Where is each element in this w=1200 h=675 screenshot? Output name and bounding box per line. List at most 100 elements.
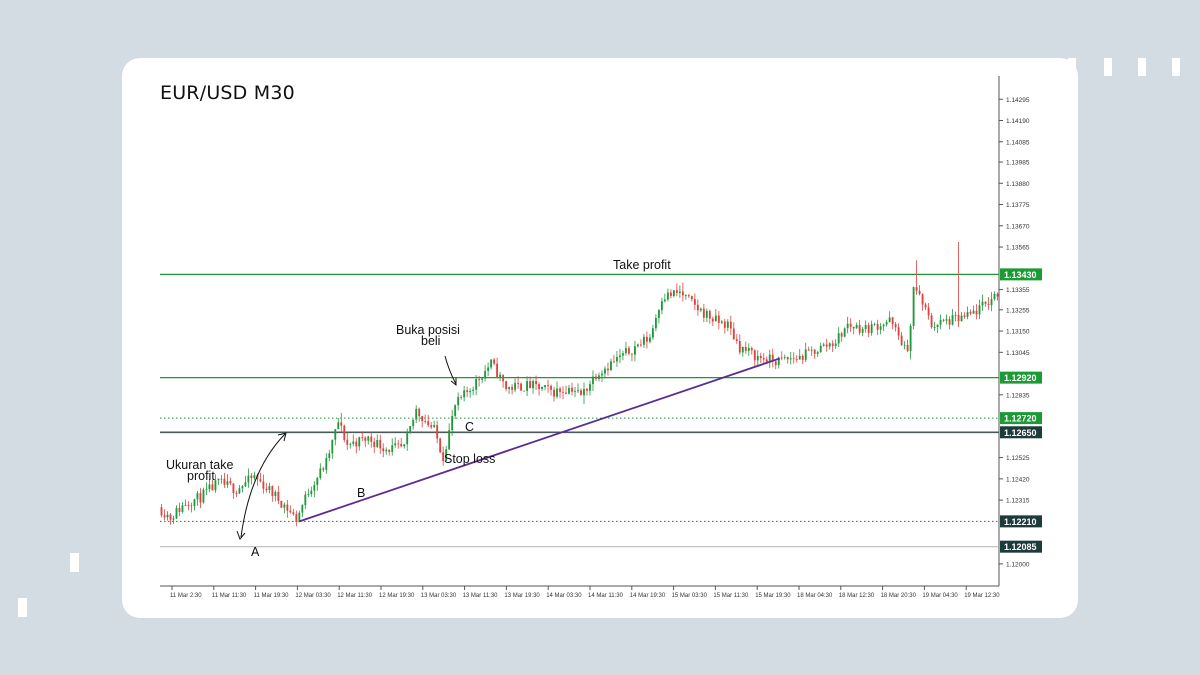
candle-body [619, 355, 621, 357]
candle-body [346, 439, 349, 445]
candle-body [978, 305, 981, 315]
candle-body [972, 310, 975, 314]
candle-body [193, 499, 196, 507]
candle-body [178, 508, 181, 512]
candle-body [810, 349, 813, 351]
candle-body [948, 319, 951, 325]
candle-body [478, 379, 481, 380]
candle-body [544, 385, 546, 388]
candle-body [912, 287, 915, 326]
candle-body [843, 328, 846, 337]
candle-body [562, 391, 564, 393]
candle-body [211, 484, 214, 491]
candle-body [592, 376, 594, 385]
candle-body [274, 491, 277, 497]
x-tick-label: 11 Mar 19:30 [254, 593, 290, 599]
candle-body [957, 314, 960, 322]
candle-body [639, 344, 642, 346]
x-tick-label: 12 Mar 19:30 [379, 593, 415, 599]
x-tick-label: 12 Mar 11:30 [337, 593, 373, 599]
candle-body [340, 422, 343, 426]
candle-body [442, 452, 445, 461]
price-label-box [1000, 515, 1042, 528]
candle-body [532, 381, 534, 389]
candle-body [586, 388, 588, 391]
candle-body [430, 425, 433, 428]
candle-body [466, 390, 469, 393]
candle-body [418, 408, 421, 417]
candle-body [184, 505, 187, 507]
candle-body [238, 488, 241, 494]
candle-body [541, 387, 543, 390]
candle-body [744, 346, 747, 351]
candle-body [777, 357, 780, 366]
candle-body [280, 500, 283, 508]
price-label-box [1000, 412, 1042, 425]
candle-body [502, 374, 505, 382]
candle-body [427, 421, 430, 426]
candle-body [415, 408, 418, 420]
entry-label: beli [421, 334, 440, 348]
candle-body [163, 515, 166, 518]
candle-body [250, 475, 253, 479]
candle-body [918, 290, 921, 295]
candle-body [349, 443, 352, 445]
candle-body [804, 349, 807, 360]
candle-body [750, 348, 753, 351]
candle-body [990, 299, 993, 306]
x-tick-label: 14 Mar 19:30 [630, 593, 666, 599]
y-tick-label: 1.13045 [1006, 350, 1030, 357]
candle-body [370, 436, 373, 442]
x-axis: 11 Mar 2:30 11 Mar 11:30 11 Mar 19:30 12 Ma… [160, 585, 1000, 599]
tp-size-label: profit [187, 469, 215, 483]
x-tick-label: 14 Mar 03:30 [546, 593, 582, 599]
candle-body [463, 390, 466, 398]
candle-body [247, 475, 250, 483]
candle-body [813, 349, 816, 354]
candle-body [852, 326, 855, 329]
price-label-text: 1.12920 [1004, 373, 1037, 383]
candle-body [547, 385, 549, 387]
price-label-text: 1.13430 [1004, 270, 1037, 280]
candle-body [205, 489, 208, 490]
candle-body [403, 444, 406, 447]
candle-body [969, 312, 972, 314]
candle-body [699, 308, 702, 311]
y-tick-label: 1.12420 [1006, 476, 1030, 483]
candle-body [355, 441, 358, 447]
candle-body [550, 386, 552, 390]
candle-body [409, 426, 412, 434]
candle-body [705, 310, 708, 318]
candle-body [271, 486, 274, 497]
candle-body [747, 348, 750, 351]
candle-body [307, 494, 310, 495]
candle-body [828, 343, 831, 347]
candle-body [897, 327, 900, 336]
candle-body [867, 325, 870, 334]
candle-body [598, 375, 600, 379]
candle-body [891, 317, 894, 325]
candle-body [786, 356, 789, 360]
candle-body [487, 367, 490, 371]
candle-body [753, 350, 756, 361]
candle-body [175, 508, 178, 519]
candle-body [235, 492, 238, 494]
candle-body [921, 294, 924, 305]
point-c-label: C [465, 420, 474, 434]
candle-body [406, 433, 409, 445]
candle-body [954, 314, 957, 316]
candlestick-chart: 1.14295 1.14190 1.14085 1.13985 1.13880 1.137… [160, 76, 1042, 599]
candle-body [637, 344, 639, 347]
candle-body [268, 486, 271, 490]
candle-body [517, 383, 520, 384]
y-tick-label: 1.13985 [1006, 160, 1030, 167]
candle-body [421, 416, 424, 422]
candle-body [259, 479, 262, 482]
candle-body [523, 390, 525, 392]
price-label-box [1000, 426, 1042, 439]
candle-body [933, 326, 936, 328]
candle-body [654, 318, 657, 329]
candle-body [780, 357, 783, 359]
x-tick-label: 15 Mar 19:30 [755, 593, 791, 599]
